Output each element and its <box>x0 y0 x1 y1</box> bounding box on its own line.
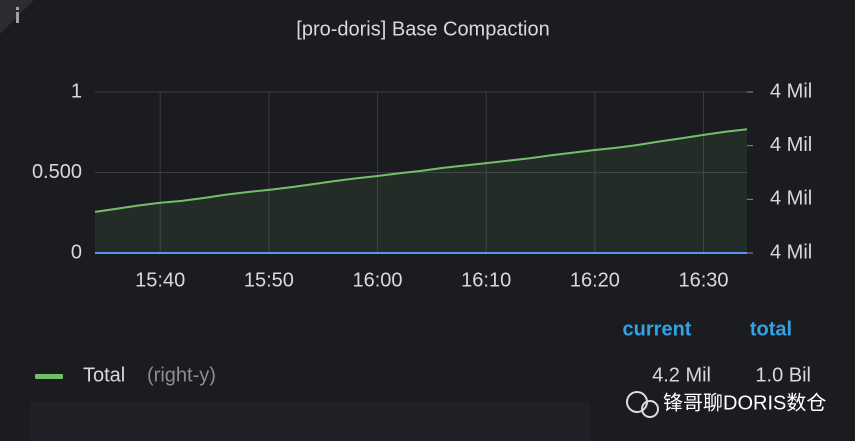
x-tick-label: 15:40 <box>135 269 185 291</box>
x-tick-label: 16:30 <box>679 269 729 291</box>
x-tick-label: 16:10 <box>461 269 511 291</box>
line <box>94 128 748 213</box>
legend-axis-note: (right-y) <box>147 364 216 386</box>
legend-current: 4.2 Mil <box>652 364 711 386</box>
legend-swatch <box>35 374 63 379</box>
y2-tick-label: 4 Mil <box>770 241 812 263</box>
area <box>95 129 747 253</box>
legend-name: Total <box>83 364 125 386</box>
y2-tick-label: 4 Mil <box>770 80 812 102</box>
legend-header: current <box>623 318 692 340</box>
x-tick-label: 16:20 <box>570 269 620 291</box>
wechat-icon <box>641 400 659 418</box>
legend-header: total <box>750 318 792 340</box>
watermark: 锋哥聊DORIS数仓 <box>626 391 826 418</box>
x-tick-label: 16:00 <box>353 269 403 291</box>
y-tick-label: 0.500 <box>32 161 82 183</box>
y2-tick-label: 4 Mil <box>770 188 812 210</box>
y-tick-label: 1 <box>71 80 82 102</box>
y-tick-label: 0 <box>71 241 82 263</box>
info-glyph-dot <box>16 7 19 10</box>
info-glyph <box>16 12 19 23</box>
chart-title: [pro-doris] Base Compaction <box>296 18 549 40</box>
legend-row-cut <box>30 402 590 441</box>
legend-total: 1.0 Bil <box>755 364 811 386</box>
x-tick-label: 15:50 <box>244 269 294 291</box>
y2-tick-label: 4 Mil <box>770 134 812 156</box>
watermark-text: 锋哥聊DORIS数仓 <box>663 391 826 414</box>
